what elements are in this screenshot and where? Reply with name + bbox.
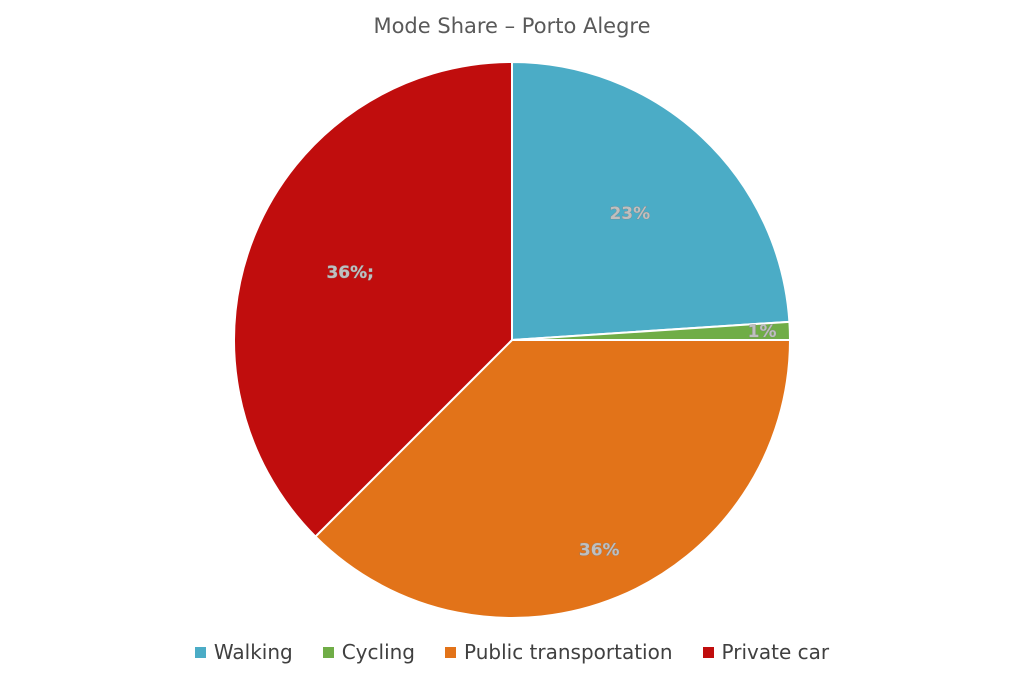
chart-title: Mode Share – Porto Alegre (373, 14, 651, 38)
legend-label-private-car: Private car (721, 640, 830, 664)
data-label-private-car: 36%; (326, 263, 374, 283)
pie-slices (232, 60, 792, 620)
legend-swatch-walking (194, 646, 206, 658)
legend-swatch-private-car (702, 646, 714, 658)
data-label-public-transportation: 36% (579, 541, 620, 561)
pie-chart: 23% 1% 36% 36%; (232, 60, 792, 620)
data-label-cycling: 1% (748, 322, 777, 342)
legend-swatch-cycling (322, 646, 334, 658)
legend-item-cycling[interactable]: Cycling (322, 640, 415, 664)
pie-slice-private-car[interactable] (232, 60, 513, 538)
legend: Walking Cycling Public transportation Pr… (0, 640, 1024, 664)
pie-slice-public-transportation[interactable] (314, 339, 792, 620)
legend-item-private-car[interactable]: Private car (702, 640, 830, 664)
pie-slice-walking[interactable] (511, 60, 791, 342)
legend-item-walking[interactable]: Walking (194, 640, 293, 664)
legend-label-walking: Walking (213, 640, 293, 664)
pie-data-labels: 23% 1% 36% 36%; (326, 204, 777, 561)
legend-label-public-transportation: Public transportation (464, 640, 673, 664)
legend-item-public-transportation[interactable]: Public transportation (445, 640, 673, 664)
data-label-walking: 23% (609, 204, 650, 224)
legend-label-cycling: Cycling (341, 640, 415, 664)
legend-swatch-public-transportation (445, 646, 456, 658)
